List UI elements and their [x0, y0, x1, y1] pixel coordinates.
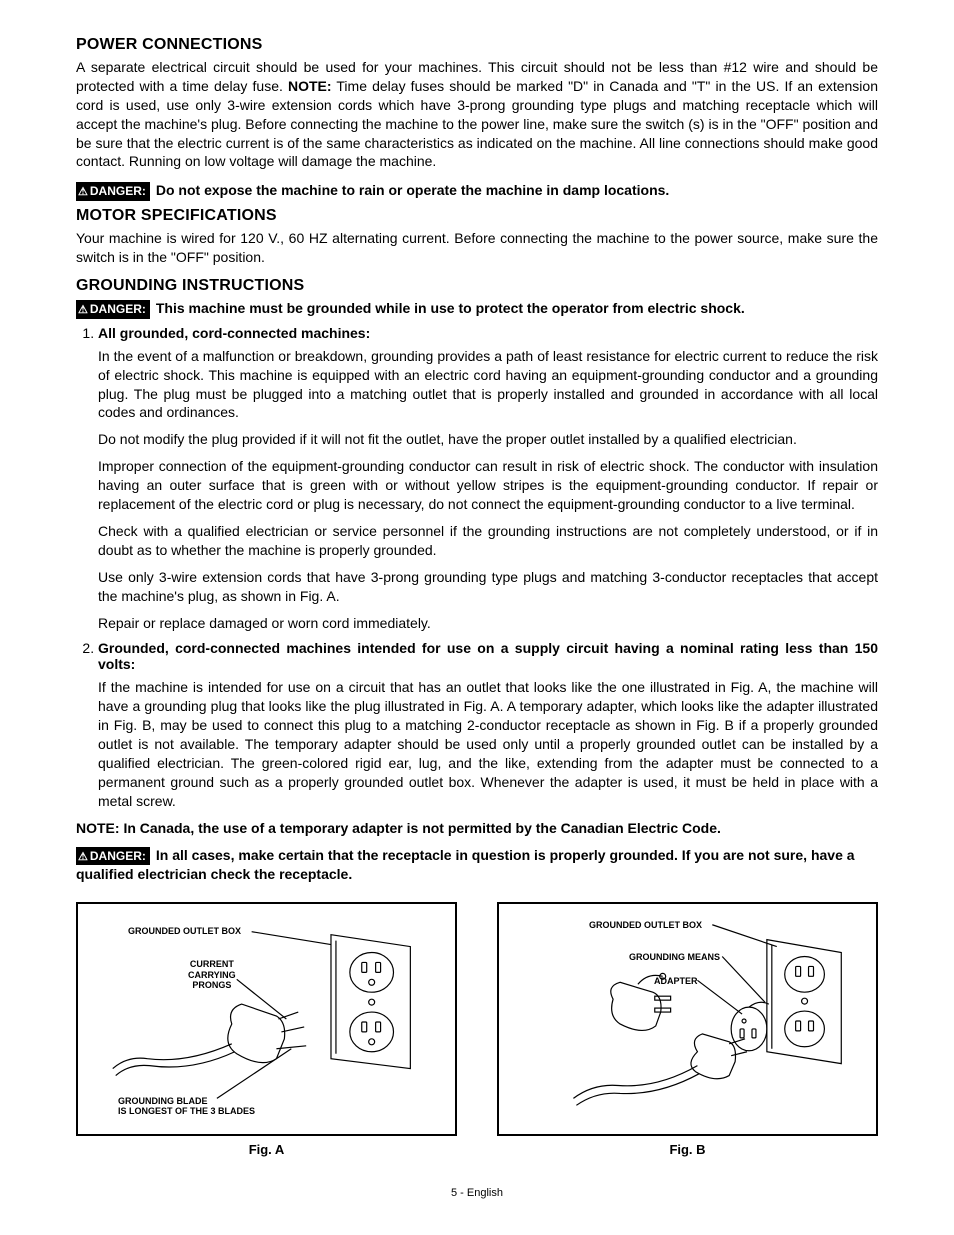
footer-sep: - — [457, 1187, 467, 1199]
figure-b-frame: GROUNDED OUTLET BOX GROUNDING MEANS ADAP… — [497, 902, 878, 1136]
danger-badge: DANGER: — [76, 182, 150, 201]
note-label: NOTE: — [288, 78, 332, 94]
figa-caption: Fig. A — [76, 1142, 457, 1157]
item1-p6: Repair or replace damaged or worn cord i… — [98, 614, 878, 633]
power-body: A separate electrical circuit should be … — [76, 58, 878, 171]
section-title-motor: MOTOR SPECIFICATIONS — [76, 207, 878, 225]
power-danger-text: Do not expose the machine to rain or ope… — [156, 182, 669, 198]
section-title-grounding: GROUNDING INSTRUCTIONS — [76, 277, 878, 295]
grounding-list: All grounded, cord-connected machines: I… — [76, 325, 878, 811]
footer-lang: English — [467, 1187, 503, 1199]
item1-p5: Use only 3-wire extension cords that hav… — [98, 568, 878, 606]
grounding-danger-text: This machine must be grounded while in u… — [156, 300, 745, 316]
power-danger-line: DANGER: Do not expose the machine to rain… — [76, 181, 878, 201]
item1-p1: In the event of a malfunction or breakdo… — [98, 347, 878, 423]
danger-badge: DANGER: — [76, 300, 150, 319]
figures-row: GROUNDED OUTLET BOX CURRENT CARRYING PRO… — [76, 902, 878, 1157]
figa-illustration — [78, 904, 455, 1134]
final-danger-text: In all cases, make certain that the rece… — [76, 847, 855, 883]
figure-b: GROUNDED OUTLET BOX GROUNDING MEANS ADAP… — [497, 902, 878, 1157]
final-danger-line: DANGER:In all cases, make certain that t… — [76, 846, 878, 885]
figb-illustration — [499, 904, 876, 1134]
figb-caption: Fig. B — [497, 1142, 878, 1157]
list-item: Grounded, cord-connected machines intend… — [98, 640, 878, 810]
item1-head: All grounded, cord-connected machines: — [98, 325, 878, 341]
item1-p4: Check with a qualified electrician or se… — [98, 522, 878, 560]
list-item: All grounded, cord-connected machines: I… — [98, 325, 878, 633]
page-footer: 5 - English — [76, 1187, 878, 1199]
item2-head: Grounded, cord-connected machines intend… — [98, 640, 878, 672]
motor-body: Your machine is wired for 120 V., 60 HZ … — [76, 229, 878, 267]
item1-p3: Improper connection of the equipment-gro… — [98, 457, 878, 514]
figure-a: GROUNDED OUTLET BOX CURRENT CARRYING PRO… — [76, 902, 457, 1157]
figure-a-frame: GROUNDED OUTLET BOX CURRENT CARRYING PRO… — [76, 902, 457, 1136]
canada-note: NOTE: In Canada, the use of a temporary … — [76, 819, 878, 838]
item2-p1: If the machine is intended for use on a … — [98, 678, 878, 810]
grounding-danger-line: DANGER: This machine must be grounded whi… — [76, 299, 878, 319]
item1-p2: Do not modify the plug provided if it wi… — [98, 430, 878, 449]
danger-badge: DANGER: — [76, 847, 150, 866]
section-title-power: POWER CONNECTIONS — [76, 36, 878, 54]
